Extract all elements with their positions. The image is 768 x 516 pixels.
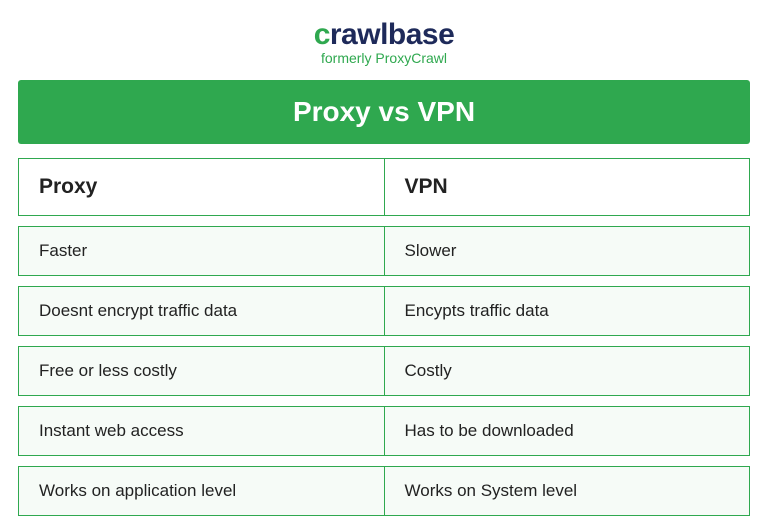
table-header-row: Proxy VPN [18,158,750,216]
table-row: Doesnt encrypt traffic data Encypts traf… [18,286,750,336]
cell-proxy: Doesnt encrypt traffic data [18,286,384,336]
cell-vpn: Has to be downloaded [384,406,751,456]
cell-proxy: Free or less costly [18,346,384,396]
cell-proxy: Instant web access [18,406,384,456]
cell-proxy: Faster [18,226,384,276]
table-row: Works on application level Works on Syst… [18,466,750,516]
column-header-vpn: VPN [384,158,751,216]
cell-vpn: Costly [384,346,751,396]
cell-vpn: Works on System level [384,466,751,516]
brand-logo: crawlbase [18,18,750,52]
logo-area: crawlbase formerly ProxyCrawl [18,18,750,66]
brand-subtitle: formerly ProxyCrawl [18,50,750,66]
cell-vpn: Encypts traffic data [384,286,751,336]
brand-rest: rawlbase [330,18,454,51]
table-row: Faster Slower [18,226,750,276]
cell-proxy: Works on application level [18,466,384,516]
table-row: Instant web access Has to be downloaded [18,406,750,456]
title-bar: Proxy vs VPN [18,80,750,144]
brand-prefix: c [314,18,330,51]
column-header-proxy: Proxy [18,158,384,216]
comparison-table: Proxy VPN Faster Slower Doesnt encrypt t… [18,158,750,516]
cell-vpn: Slower [384,226,751,276]
table-row: Free or less costly Costly [18,346,750,396]
